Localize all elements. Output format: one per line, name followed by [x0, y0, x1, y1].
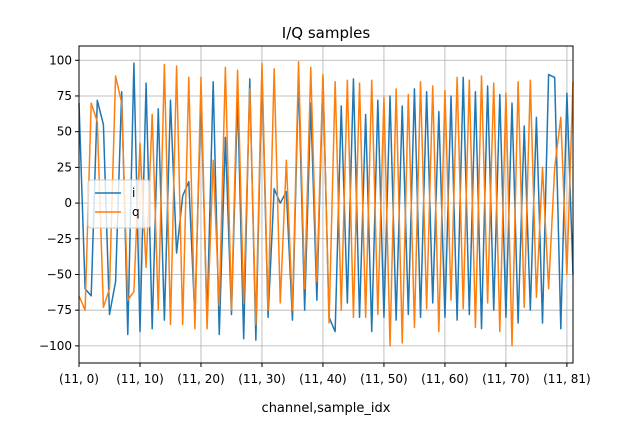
plot-frame — [78, 45, 574, 364]
data-series-layer — [78, 60, 574, 347]
legend-label-i: i — [132, 186, 135, 200]
y-tick-label: 0 — [64, 196, 72, 210]
x-axis-label: channel,sample_idx — [262, 401, 391, 416]
legend-box — [87, 179, 151, 229]
y-tick-label: 75 — [57, 89, 72, 103]
y-tick-label: −50 — [47, 267, 72, 281]
chart-title: I/Q samples — [282, 24, 371, 42]
x-tick-label: (11, 20) — [177, 372, 225, 386]
y-tick-label: 25 — [57, 160, 72, 174]
series-line-q — [78, 60, 574, 347]
x-tick-label: (11, 40) — [299, 372, 347, 386]
x-tick-label: (11, 10) — [116, 372, 164, 386]
x-tick-label: (11, 60) — [421, 372, 469, 386]
y-tick-label: −25 — [47, 232, 72, 246]
legend: iq — [87, 179, 151, 229]
y-tick-label: −75 — [47, 303, 72, 317]
x-tick-label: (11, 30) — [238, 372, 286, 386]
y-tick-label: 100 — [49, 53, 72, 67]
x-tick-label: (11, 50) — [360, 372, 408, 386]
x-tick-label: (11, 81) — [543, 372, 591, 386]
x-tick-label: (11, 0) — [59, 372, 99, 386]
y-tick-label: 50 — [57, 125, 72, 139]
y-tick-label: −100 — [39, 339, 72, 353]
legend-label-q: q — [132, 205, 140, 219]
axis-ticks: (11, 0) (11, 10) (11, 20) (11, 30) (11, 40) (… — [39, 53, 591, 386]
x-tick-label: (11, 70) — [482, 372, 530, 386]
